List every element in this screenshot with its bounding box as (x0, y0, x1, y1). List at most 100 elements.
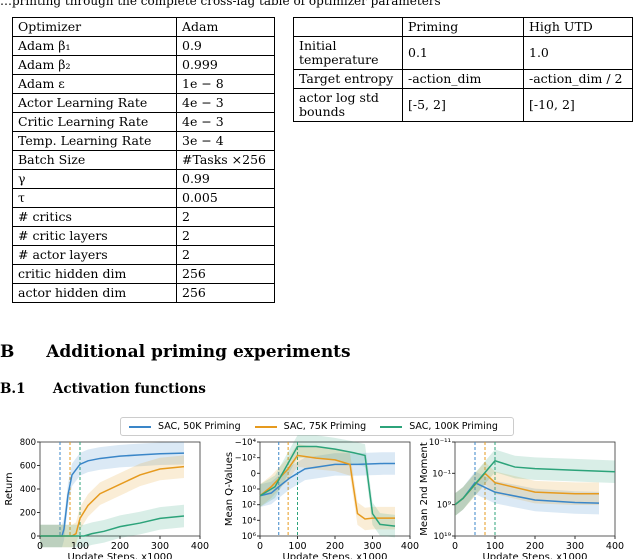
param-name-cell: Adam β₁ (12, 36, 177, 56)
series-line (259, 462, 395, 497)
series-band (40, 441, 184, 548)
y-tick-label: 10² (242, 501, 256, 511)
param-name-cell: Temp. Learning Rate (12, 131, 177, 151)
y-tick-label: 10⁶ (242, 532, 257, 542)
chart-panel-1: 0 100 200 300 400 0 200 400 600 800 Update Steps, … (4, 438, 209, 559)
x-tick-label: 400 (401, 541, 419, 552)
setting-name-cell: Target entropy (293, 69, 403, 89)
param-value-cell: 0.005 (176, 188, 275, 208)
table-row: Optimizer Adam (12, 17, 275, 37)
x-tick-label: 300 (363, 541, 381, 552)
y-tick-label: −10² (235, 454, 256, 464)
param-name-cell: Actor Learning Rate (12, 93, 177, 113)
param-value-cell: 0.99 (176, 169, 275, 189)
table-row: actor log std bounds [-5, 2] [-10, 2] (293, 88, 633, 122)
chart-legend: SAC, 50K Priming SAC, 75K Priming SAC, 1… (120, 417, 514, 436)
section-title: Additional priming experiments (46, 342, 351, 362)
param-name-cell: γ (12, 169, 177, 189)
legend-swatch-50k (129, 425, 151, 428)
y-tick-label: 0 (31, 532, 36, 542)
series-line (454, 459, 616, 506)
y-tick-label: 400 (20, 485, 36, 495)
x-axis-label: Update Steps, x1000 (67, 552, 172, 559)
param-value-cell: 2 (176, 207, 275, 227)
param-name-cell: Adam ε (12, 74, 177, 94)
param-value-cell: Adam (176, 17, 275, 37)
table-header-cell: Priming (402, 17, 524, 37)
table-row: τ 0.005 (12, 188, 275, 208)
legend-label-75k: SAC, 75K Priming (283, 421, 367, 432)
table-row: # critics 2 (12, 207, 275, 227)
y-axis-label: Return (4, 472, 15, 505)
y-tick-label: 0 (251, 469, 256, 479)
param-value-cell: 3e − 4 (176, 131, 275, 151)
series-line (40, 465, 185, 537)
series-band (40, 455, 184, 548)
subsection-number: B.1 (0, 381, 26, 397)
setting-value-cell: -action_dim (402, 69, 524, 89)
table-row: Actor Learning Rate 4e − 3 (12, 93, 275, 113)
y-tick-label: 10⁴ (242, 516, 257, 526)
y-tick-label: 800 (20, 438, 36, 448)
param-value-cell: #Tasks ×256 (176, 150, 275, 170)
x-tick-label: 0 (257, 541, 263, 552)
subsection-title: Activation functions (52, 381, 206, 397)
y-axis-label: Mean 2nd Moment (419, 442, 430, 536)
setting-value-cell: -action_dim / 2 (523, 69, 633, 89)
param-name-cell: τ (12, 188, 177, 208)
param-name-cell: Optimizer (12, 17, 177, 37)
subsection-heading: B.1 Activation functions (0, 381, 206, 397)
x-tick-label: 100 (486, 541, 504, 552)
y-tick-label: −10⁴ (235, 438, 257, 448)
param-name-cell: # actor layers (12, 245, 177, 265)
truncated-top-text: …printing through the complete cross-lag… (0, 0, 441, 8)
param-value-cell: 256 (176, 283, 275, 303)
y-tick-label: 200 (20, 509, 36, 519)
param-name-cell: actor hidden dim (12, 283, 177, 303)
param-name-cell: # critics (12, 207, 177, 227)
setting-value-cell: [-10, 2] (523, 88, 633, 122)
series-band (260, 444, 395, 531)
y-axis-label: Mean Q-Values (224, 452, 235, 526)
x-tick-label: 0 (37, 541, 43, 552)
table-row: # actor layers 2 (12, 245, 275, 265)
y-tick-label: 10⁰ (242, 485, 257, 495)
x-axis-label: Update Steps, x1000 (282, 552, 387, 559)
param-value-cell: 2 (176, 245, 275, 265)
setting-value-cell: 1.0 (523, 36, 633, 70)
x-tick-label: 200 (111, 541, 129, 552)
y-tick-label: 600 (20, 462, 36, 472)
table-row: γ 0.99 (12, 169, 275, 189)
series-band (260, 452, 395, 507)
charts-area: 0 100 200 300 400 0 200 400 600 800 Update Steps, … (4, 435, 624, 559)
chart-panel-3: 0 100 200 300 400 10¹⁹ 10⁹ 10⁻¹ 10⁻¹¹ Update Step… (419, 438, 624, 559)
y-tick-label: 10⁻¹ (432, 469, 451, 479)
legend-label-100k: SAC, 100K Priming (409, 421, 498, 432)
legend-item-50k: SAC, 50K Priming (129, 421, 241, 432)
setting-name-cell: actor log std bounds (293, 88, 403, 122)
series-line (259, 445, 396, 527)
table-row: Batch Size #Tasks ×256 (12, 150, 275, 170)
param-value-cell: 2 (176, 226, 275, 246)
table-row: # critic layers 2 (12, 226, 275, 246)
param-value-cell: 4e − 3 (176, 112, 275, 132)
table-row: Target entropy -action_dim -action_dim / 2 (293, 69, 633, 89)
setting-name-cell: Initial temperature (293, 36, 403, 70)
table-header-row: Priming High UTD (293, 17, 633, 37)
param-value-cell: 0.999 (176, 55, 275, 75)
param-value-cell: 1e − 8 (176, 74, 275, 94)
x-axis-label: Update Steps, x1000 (482, 552, 587, 559)
table-row: critic hidden dim 256 (12, 264, 275, 284)
series-band (455, 471, 599, 516)
param-value-cell: 4e − 3 (176, 93, 275, 113)
x-tick-label: 100 (71, 541, 89, 552)
legend-label-50k: SAC, 50K Priming (158, 421, 241, 432)
table-header-cell (293, 17, 403, 37)
series-band (455, 462, 599, 516)
priming-settings-table: Priming High UTD Initial temperature 0.1 1.0… (293, 17, 633, 122)
param-name-cell: Batch Size (12, 150, 177, 170)
chart-panel-2: 0 100 200 300 400 10⁶ 10⁴ 10² 10⁰ 0 −10² −10⁴ Update… (224, 435, 419, 559)
series-band (455, 449, 615, 516)
optimizer-hyperparameter-table: Optimizer Adam Adam β₁ 0.9 Adam β₂ 0.999 Adam … (12, 17, 275, 303)
table-row: Critic Learning Rate 4e − 3 (12, 112, 275, 132)
